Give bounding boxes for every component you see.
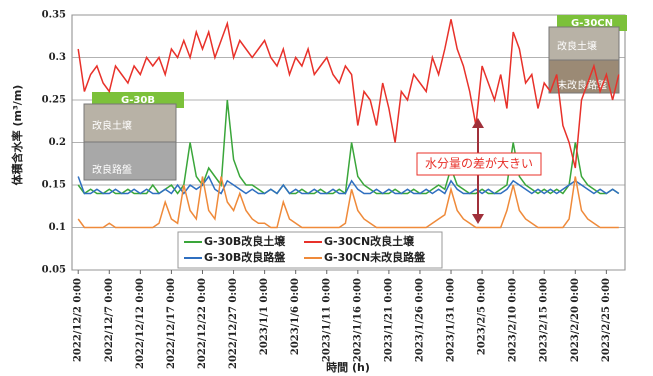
y-axis-title: 体積含水率 (m³/m): [10, 85, 24, 186]
legend-label: G-30B改良路盤: [204, 250, 286, 264]
legend-label: G-30CN未改良路盤: [324, 250, 426, 264]
data-line: [78, 177, 619, 228]
x-tick-label: 2022/12/7 0:00: [104, 278, 115, 362]
x-tick-label: 2023/2/5 0:00: [477, 278, 488, 355]
y-tick-label: 0.2: [49, 137, 66, 148]
x-tick-label: 2023/2/25 0:00: [601, 278, 612, 362]
y-tick-label: 0.1: [49, 222, 66, 233]
x-tick-label: 2023/1/26 0:00: [414, 278, 425, 362]
legend-label: G-30B改良土壌: [204, 234, 286, 248]
x-tick-label: 2023/2/10 0:00: [508, 278, 519, 362]
legend-label: G-30CN改良土壌: [324, 234, 415, 248]
inset-layer-label: 改良土壌: [557, 40, 597, 53]
inset-label: G-30B: [121, 95, 155, 106]
inset-layer-label: 改良路盤: [92, 163, 132, 176]
x-tick-label: 2022/12/12 0:00: [135, 278, 146, 369]
x-tick-label: 2023/1/16 0:00: [352, 278, 363, 362]
x-tick-label: 2022/12/22 0:00: [197, 278, 208, 369]
chart: 体積含水率 (m³/m) 時間 (h) 0.050.10.150.20.250.…: [0, 0, 653, 376]
annotation: 水分量の差が大きい: [425, 156, 533, 171]
x-tick-label: 2023/2/15 0:00: [539, 278, 550, 362]
x-tick-label: 2023/1/6 0:00: [290, 278, 301, 355]
y-tick-label: 0.15: [42, 180, 66, 191]
x-tick-label: 2023/1/11 0:00: [321, 278, 332, 362]
x-tick-label: 2023/1/1 0:00: [259, 278, 270, 355]
y-tick-label: 0.3: [49, 52, 66, 63]
x-tick-label: 2022/12/27 0:00: [228, 278, 239, 369]
y-tick-label: 0.35: [42, 10, 66, 21]
x-tick-label: 2022/12/17 0:00: [166, 278, 177, 369]
y-tick-label: 0.05: [42, 265, 66, 276]
y-tick-label: 0.25: [42, 95, 66, 106]
inset-label: G-30CN: [571, 18, 613, 29]
x-tick-label: 2023/2/20 0:00: [570, 278, 581, 362]
inset-layer-label: 改良土壌: [92, 119, 132, 132]
x-tick-label: 2023/1/21 0:00: [383, 278, 394, 362]
x-tick-label: 2022/12/2 0:00: [73, 278, 84, 362]
x-tick-label: 2023/1/31 0:00: [446, 278, 457, 362]
